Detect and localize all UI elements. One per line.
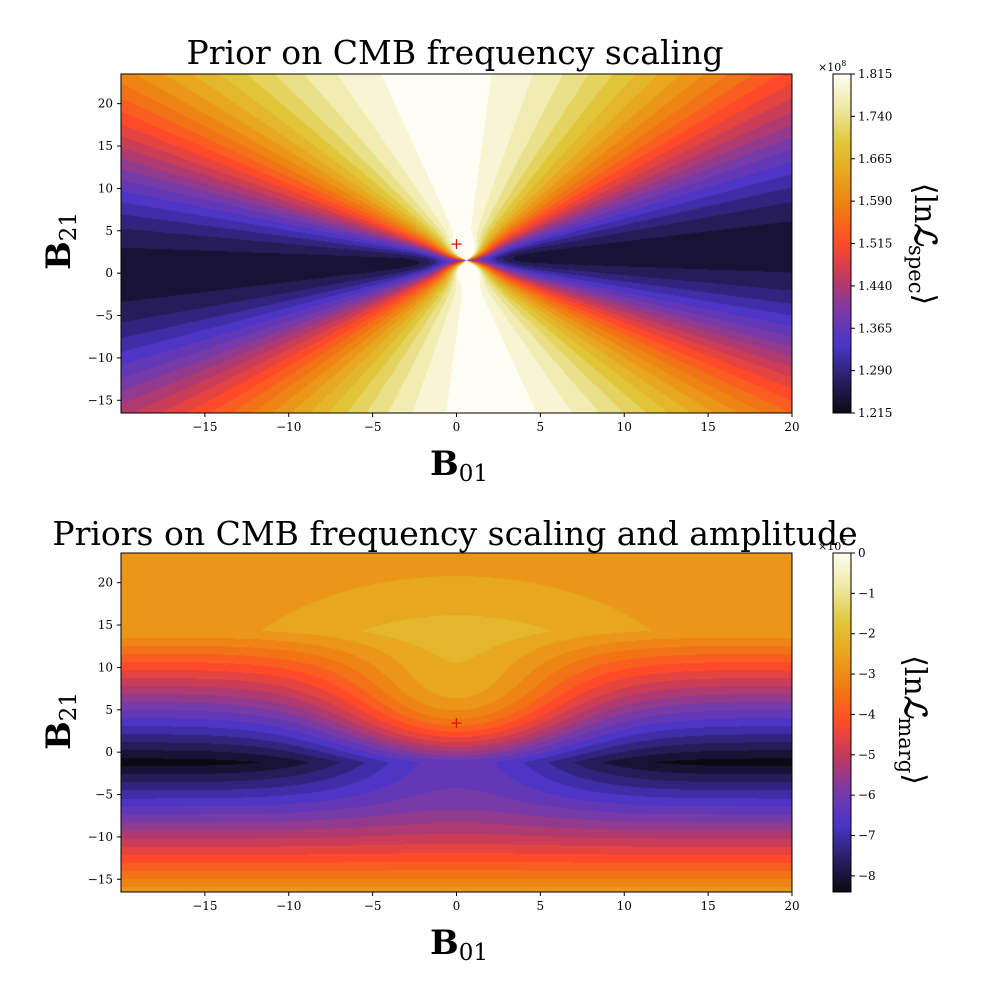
colorbar-tick-label: 1.665 (858, 152, 892, 166)
y-tick-label: 15 (98, 618, 113, 632)
x-ticks-spec: −15 −10 −5 0 5 10 15 20 (192, 413, 800, 434)
y-tick-label: 0 (105, 266, 113, 280)
x-tick-label: 20 (784, 420, 799, 434)
y-ticks-spec: −15 −10 −5 0 5 10 15 20 (88, 97, 121, 407)
panel-spec: Prior on CMB frequency scaling + −15 −10−… (39, 33, 942, 487)
colorbar-marg-gradient (832, 552, 852, 893)
x-tick-label: −15 (192, 899, 217, 913)
y-tick-label: 10 (98, 660, 113, 674)
colorbar-tick-label: 1.365 (858, 321, 892, 335)
panel-spec-title: Prior on CMB frequency scaling (187, 33, 724, 72)
best-fit-marker-spec: + (450, 234, 463, 253)
x-ticks-marg: −15 −10 −5 0 5 10 15 20 (192, 892, 800, 913)
x-tick-label: 0 (453, 899, 461, 913)
y-tick-label: −5 (95, 788, 113, 802)
colorbar-tick-label: −6 (858, 788, 876, 802)
y-tick-label: 5 (105, 703, 113, 717)
colorbar-tick-label: −3 (858, 667, 876, 681)
colorbar-spec-label: ⟨lnℒspec⟩ (904, 183, 942, 305)
panel-marg-title: Priors on CMB frequency scaling and ampl… (52, 514, 857, 553)
x-tick-label: −5 (364, 899, 382, 913)
y-ticks-marg: −15 −10 −5 0 5 10 15 20 (88, 576, 121, 886)
colorbar-tick-label: 1.740 (858, 109, 892, 123)
heatmap-spec (121, 74, 792, 413)
colorbar-marg: −8 −7 −6 −5 −4 −3 −2 −1 0 ×107 ⟨lnℒmarg⟩ (818, 538, 932, 893)
colorbar-tick-label: 0 (858, 546, 866, 560)
colorbar-marg-ticks: −8 −7 −6 −5 −4 −3 −2 −1 0 (851, 546, 876, 883)
x-tick-label: −10 (276, 420, 301, 434)
y-tick-label: 10 (98, 181, 113, 195)
colorbar-tick-label: 1.290 (858, 364, 892, 378)
colorbar-marg-multiplier: ×107 (818, 538, 846, 553)
x-tick-label: −10 (276, 899, 301, 913)
y-tick-label: 20 (98, 97, 113, 111)
x-tick-label: −5 (364, 420, 382, 434)
colorbar-spec-multiplier: ×108 (818, 59, 846, 74)
colorbar-tick-label: −1 (858, 586, 876, 600)
colorbar-tick-label: −5 (858, 748, 876, 762)
colorbar-tick-label: 1.440 (858, 279, 892, 293)
colorbar-tick-label: −4 (858, 707, 876, 721)
colorbar-tick-label: −7 (858, 829, 876, 843)
best-fit-marker-marg: + (450, 713, 463, 732)
x-tick-label: 15 (700, 899, 715, 913)
colorbar-tick-label: −8 (858, 869, 876, 883)
colorbar-spec-gradient (832, 73, 852, 414)
x-tick-label: 10 (617, 420, 632, 434)
y-tick-label: 15 (98, 139, 113, 153)
y-tick-label: 5 (105, 224, 113, 238)
x-tick-label: 0 (453, 420, 461, 434)
colorbar-spec-ticks: 1.215 1.290 1.365 1.440 1.515 1.590 1.665 1.740… (851, 67, 892, 420)
y-tick-label: −15 (88, 872, 113, 886)
x-tick-label: 20 (784, 899, 799, 913)
y-tick-label: −10 (88, 830, 113, 844)
y-tick-label: −5 (95, 309, 113, 323)
x-axis-label-marg: B01 (430, 923, 488, 966)
y-axis-label-marg: B21 (39, 692, 82, 750)
x-axis-label-spec: B01 (430, 444, 488, 487)
x-tick-label: −15 (192, 420, 217, 434)
panel-marg: Priors on CMB frequency scaling and ampl… (39, 514, 932, 966)
colorbar-tick-label: 1.215 (858, 406, 892, 420)
colorbar-marg-label: ⟨lnℒmarg⟩ (894, 655, 932, 785)
y-tick-label: 20 (98, 576, 113, 590)
x-tick-label: 10 (617, 899, 632, 913)
heatmap-spec-canvas (121, 74, 792, 413)
colorbar-tick-label: −2 (858, 627, 876, 641)
y-tick-label: −10 (88, 351, 113, 365)
y-tick-label: 0 (105, 745, 113, 759)
colorbar-spec: 1.215 1.290 1.365 1.440 1.515 1.590 1.665 1.740… (818, 59, 942, 420)
x-tick-label: 15 (700, 420, 715, 434)
x-tick-label: 5 (537, 420, 545, 434)
y-tick-label: −15 (88, 393, 113, 407)
colorbar-tick-label: 1.515 (858, 237, 892, 251)
heatmap-marg-canvas (121, 553, 792, 892)
colorbar-tick-label: 1.815 (858, 67, 892, 81)
heatmap-marg (121, 553, 792, 892)
x-tick-label: 5 (537, 899, 545, 913)
y-axis-label-spec: B21 (39, 212, 82, 270)
colorbar-tick-label: 1.590 (858, 194, 892, 208)
